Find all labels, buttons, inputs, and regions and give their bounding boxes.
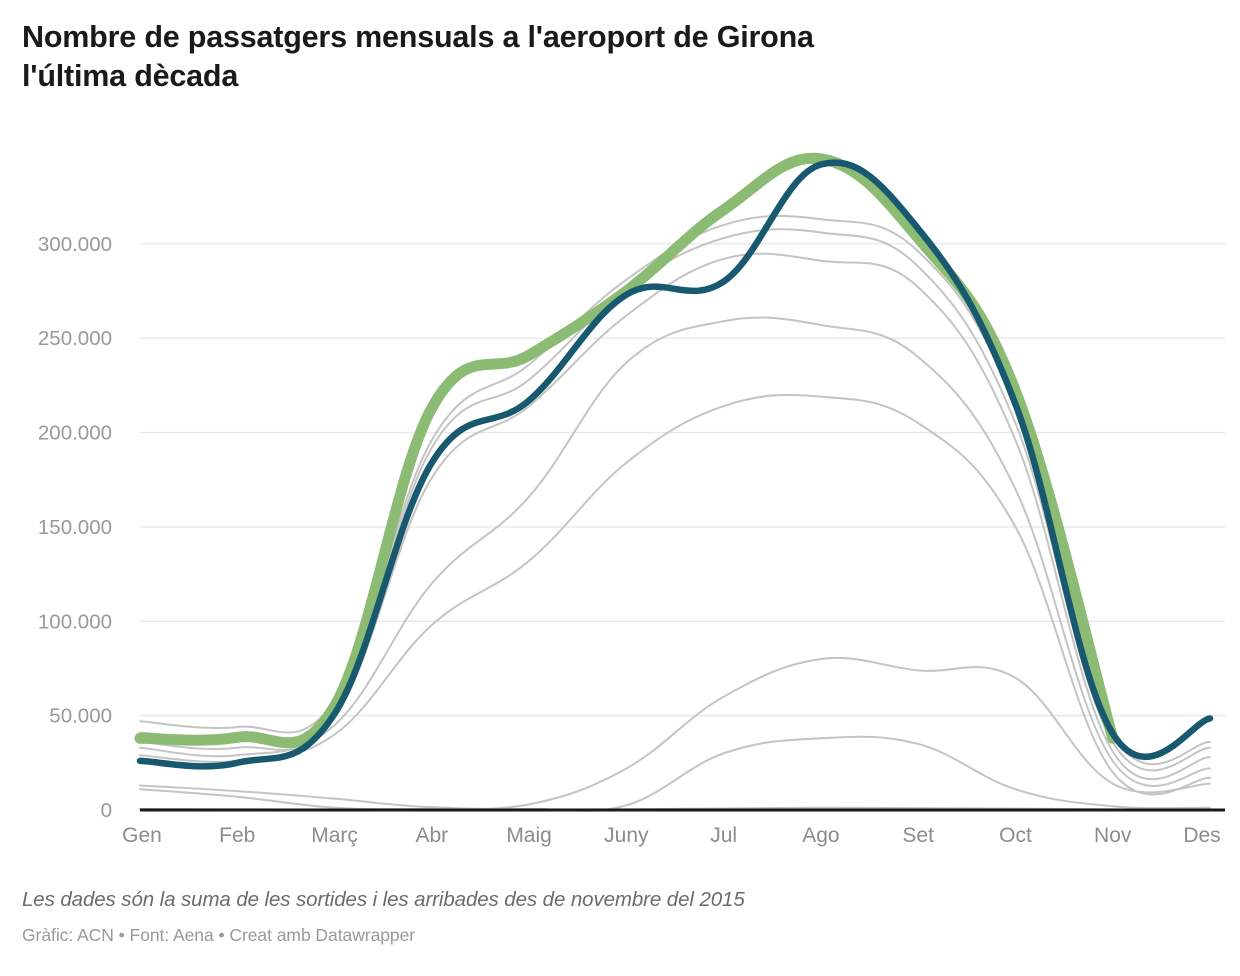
x-axis-tick-label: Oct [999, 824, 1032, 847]
y-axis-tick-label: 150.000 [38, 516, 112, 539]
y-axis-tick-label: 300.000 [38, 233, 112, 256]
chart-credit: Gràfic: ACN • Font: Aena • Creat amb Dat… [22, 925, 416, 945]
series-line [134, 152, 1119, 749]
x-axis-tick-label: Nov [1094, 824, 1132, 847]
x-axis-tick-label: Març [311, 824, 358, 847]
series-line [139, 393, 1211, 796]
x-axis-tick-label: Jul [710, 824, 737, 847]
y-axis-tick-label: 250.000 [38, 327, 112, 350]
x-axis-tick-label: Maig [506, 824, 552, 847]
chart-footnote: Les dades són la suma de les sortides i … [22, 888, 745, 911]
page-title: Nombre de passatgers mensuals a l'aeropo… [22, 20, 814, 93]
y-axis-tick-label: 50.000 [49, 705, 112, 728]
y-axis-tick-labels: 0 50.000 100.000 150.000 200.000 250.000 300.0… [38, 233, 112, 820]
y-axis-tick-label: 0 [101, 799, 112, 820]
x-axis-tick-labels: Gen Feb Març Abr Maig Juny Jul Ago Set Oct Nov Des [0, 818, 1240, 858]
series-line [139, 656, 1211, 810]
series-line [139, 316, 1211, 787]
x-axis-tick-label: Feb [219, 824, 255, 847]
chart-plot-area: 0 50.000 100.000 150.000 200.000 250.000 300.0… [0, 130, 1240, 820]
x-axis-tick-label: Ago [802, 824, 839, 847]
x-axis-tick-label: Set [902, 824, 934, 847]
y-axis-tick-label: 200.000 [38, 422, 112, 445]
x-axis-tick-label: Des [1183, 824, 1220, 847]
x-axis-tick-label: Abr [415, 824, 448, 847]
series-line [136, 159, 1214, 770]
x-axis-tick-label: Juny [604, 824, 649, 847]
highlight-series-group [134, 152, 1214, 770]
line-chart-svg: 0 50.000 100.000 150.000 200.000 250.000 300.0… [38, 152, 1225, 820]
y-axis-tick-label: 100.000 [38, 610, 112, 633]
x-axis-svg: Gen Feb Març Abr Maig Juny Jul Ago Set Oct Nov Des [122, 824, 1221, 847]
gridlines [140, 243, 1225, 717]
series-line [139, 735, 1211, 812]
x-axis-tick-label: Gen [122, 824, 162, 847]
